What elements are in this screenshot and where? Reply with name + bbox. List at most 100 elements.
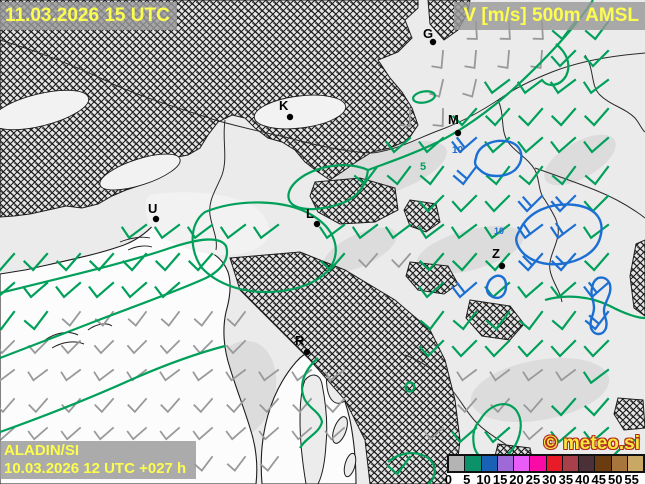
wind-barb [386,165,412,186]
isotach-10ms-contours [473,139,612,336]
wind-barb [417,223,445,240]
wind-barb [583,107,610,127]
city-label-U: U [148,201,157,216]
wind-barb [582,78,610,95]
wind-barb [0,310,16,331]
wind-barb [219,223,247,240]
wind-barb [555,368,577,382]
wind-barb [93,426,115,441]
legend-box-15 [497,456,514,471]
wind-barb [384,223,412,240]
wind-barb [120,223,148,240]
wind-barb [225,368,247,382]
wind-barb [93,368,115,382]
wind-barb [126,426,148,441]
wind-barb [127,310,148,327]
wind-barb [160,310,181,327]
model-run-info: 10.03.2026 12 UTC +027 h [4,460,187,477]
legend-box-45 [595,456,612,471]
legend-box-35 [562,456,579,471]
wind-barb [419,165,445,186]
wind-barb [126,339,148,355]
legend-box-20 [514,456,531,471]
wind-barb [418,281,445,299]
wind-barbs-layer [0,20,610,476]
legend-value: 45 [591,472,607,484]
wind-barb [550,339,577,358]
wind-barb [159,426,181,441]
city-dot-K [286,113,294,121]
wind-barb [27,426,49,441]
wind-barb [159,368,181,382]
wind-barb [318,223,346,240]
wind-barb [399,108,411,127]
wind-barb [484,252,511,272]
wind-barb [226,397,247,414]
wind-barb [61,310,82,327]
model-name: ALADIN/SI [4,442,79,459]
wind-barb [0,397,16,414]
wind-barb [452,165,478,186]
legend-box-10 [481,456,498,471]
wind-barb [192,426,214,441]
city-dot-U [152,215,160,223]
wind-barb [452,310,478,331]
city-dot-M [454,129,462,137]
wind-barb [485,310,511,331]
wind-barb [159,339,181,355]
wind-barb [226,455,247,472]
contour-value-label: 5 [420,161,426,173]
wind-barb [55,252,82,272]
city-label-L: L [306,206,314,221]
wind-barb [27,368,49,382]
wind-barb [186,223,214,240]
wind-barb [431,50,444,69]
wind-barb [358,252,379,269]
city-dot-L [313,220,321,228]
wind-barb [523,397,544,414]
valid-time-label: 11.03.2026 15 UTC [0,2,177,30]
wind-barb [450,223,478,240]
legend-value: 20 [509,472,524,484]
wind-barb [457,397,478,414]
wind-barb [489,368,511,382]
city-dot-G [429,38,437,46]
wind-barb [0,426,16,441]
wind-barb [550,397,577,417]
legend-value: 0 [444,472,452,484]
city-label-G: G [423,26,433,41]
model-info-box: ALADIN/SI 10.03.2026 12 UTC +027 h [0,441,196,479]
wind-barb [550,136,577,154]
city-dot-Z [498,262,506,270]
city-label-K: K [279,98,289,113]
legend-value: 30 [542,472,557,484]
wind-barb [0,339,16,355]
legend-box-30 [546,456,563,471]
wind-barb [583,136,610,154]
wind-barb [192,368,214,382]
wind-barb [551,165,577,186]
wind-barb [55,281,82,299]
wind-barb [418,252,445,272]
wind-barb [451,339,478,358]
wind-barb [154,252,181,272]
legend-value: 25 [525,472,541,484]
wind-barb [462,78,478,98]
contour-value-label: 10 [494,226,504,236]
wind-barb [549,222,577,240]
wind-barb [497,50,510,69]
city-label-Z: Z [492,246,500,261]
wind-barb [193,310,214,327]
wind-barb [160,397,181,414]
wind-barb [252,223,280,240]
wind-barb [451,136,478,154]
wind-barb [451,252,478,272]
wind-barb [550,281,577,299]
wind-barb [484,107,511,127]
legend-value: 55 [624,472,639,484]
wind-barb [464,50,477,69]
wind-barb [522,426,544,441]
wind-barb [451,107,478,127]
